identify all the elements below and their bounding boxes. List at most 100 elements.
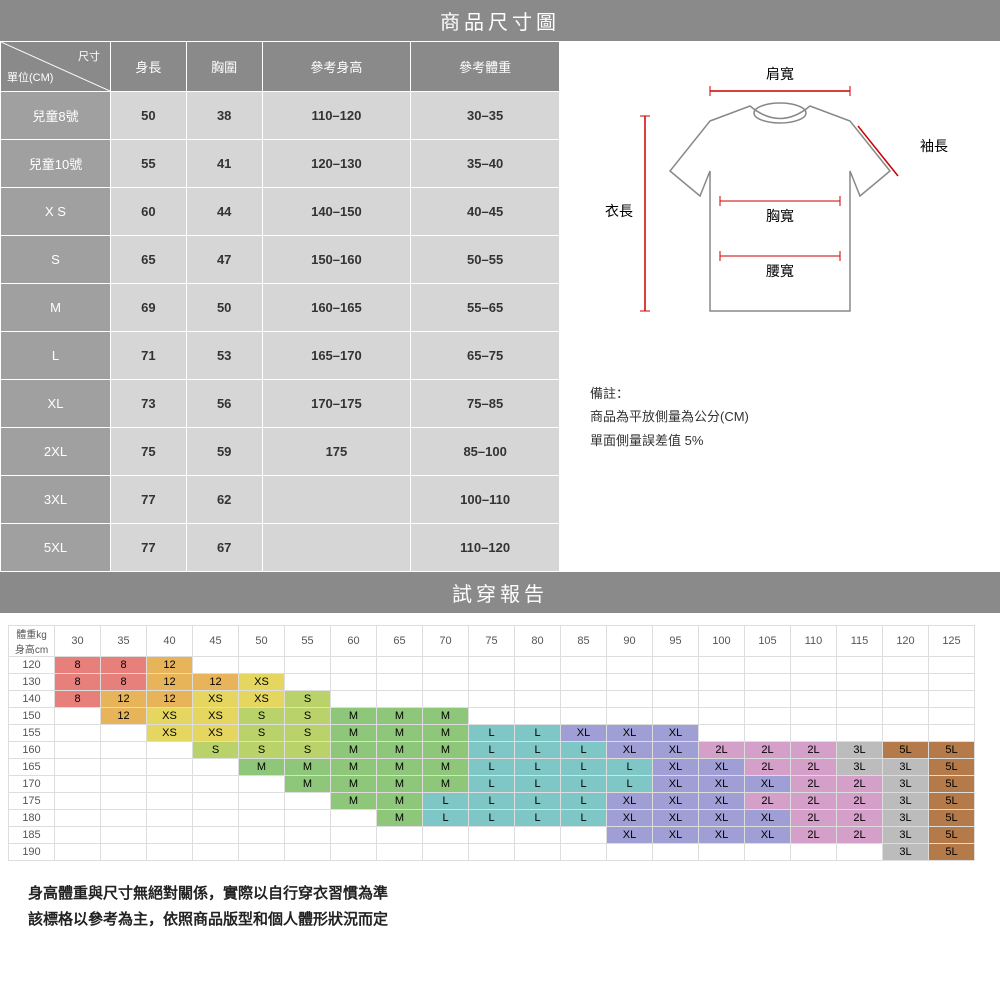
fit-cell xyxy=(883,725,929,742)
size-cell: 75–85 xyxy=(411,380,560,428)
axis-weight: 體重kg xyxy=(11,626,52,641)
fit-cell: 5L xyxy=(883,742,929,759)
fit-cell xyxy=(929,708,975,725)
fit-cell xyxy=(837,657,883,674)
fit-cell: 3L xyxy=(837,742,883,759)
fit-cell xyxy=(929,674,975,691)
fit-cell: L xyxy=(561,776,607,793)
fit-cell xyxy=(193,827,239,844)
fit-cell: M xyxy=(331,742,377,759)
weight-header: 45 xyxy=(193,626,239,657)
fit-cell xyxy=(837,674,883,691)
size-cell: 120–130 xyxy=(262,140,411,188)
fit-cell: L xyxy=(515,810,561,827)
fit-cell: XL xyxy=(607,725,653,742)
fit-cell xyxy=(331,827,377,844)
fit-cell: XL xyxy=(607,827,653,844)
fit-cell: 2L xyxy=(745,793,791,810)
size-cell: 50 xyxy=(111,92,187,140)
fit-cell xyxy=(607,657,653,674)
fit-cell: 2L xyxy=(837,776,883,793)
fit-cell xyxy=(377,657,423,674)
fit-cell xyxy=(561,657,607,674)
weight-header: 55 xyxy=(285,626,331,657)
fit-cell xyxy=(147,793,193,810)
fit-cell xyxy=(193,810,239,827)
height-header: 175 xyxy=(9,793,55,810)
fit-cell xyxy=(101,776,147,793)
label-waist: 腰寬 xyxy=(766,263,794,279)
fit-cell: S xyxy=(239,742,285,759)
fit-cell xyxy=(377,844,423,861)
fit-cell xyxy=(423,674,469,691)
fit-cell xyxy=(929,657,975,674)
fit-cell: S xyxy=(285,708,331,725)
fit-cell: M xyxy=(377,793,423,810)
fit-cell xyxy=(285,810,331,827)
fit-cell: 5L xyxy=(929,844,975,861)
fit-cell xyxy=(239,810,285,827)
fit-cell xyxy=(469,827,515,844)
fit-cell xyxy=(653,657,699,674)
fit-cell xyxy=(653,674,699,691)
fit-cell xyxy=(929,691,975,708)
fit-cell xyxy=(239,844,285,861)
fit-cell: 3L xyxy=(883,810,929,827)
fit-cell xyxy=(561,691,607,708)
fit-cell: L xyxy=(561,793,607,810)
fit-cell: 2L xyxy=(791,793,837,810)
fit-cell xyxy=(653,708,699,725)
fit-cell xyxy=(837,691,883,708)
fit-cell: XL xyxy=(745,810,791,827)
fit-cell: L xyxy=(515,725,561,742)
fit-cell xyxy=(423,844,469,861)
fit-cell xyxy=(699,657,745,674)
fit-cell: 12 xyxy=(147,657,193,674)
fit-cell: L xyxy=(561,810,607,827)
fit-cell: L xyxy=(469,742,515,759)
fit-cell: XL xyxy=(607,793,653,810)
fit-cell: 2L xyxy=(745,759,791,776)
fit-cell xyxy=(745,708,791,725)
fit-cell: 8 xyxy=(101,674,147,691)
fit-cell: XL xyxy=(561,725,607,742)
weight-header: 120 xyxy=(883,626,929,657)
fit-grid: 體重kg身高cm30354045505560657075808590951001… xyxy=(8,625,975,861)
fit-cell xyxy=(883,691,929,708)
fit-cell xyxy=(607,844,653,861)
fit-cell xyxy=(331,657,377,674)
fit-cell: M xyxy=(331,725,377,742)
fit-cell: M xyxy=(331,708,377,725)
fit-cell: 2L xyxy=(837,827,883,844)
fit-cell: 2L xyxy=(791,810,837,827)
fit-cell: L xyxy=(515,742,561,759)
fit-cell: 3L xyxy=(883,844,929,861)
fit-cell: M xyxy=(331,776,377,793)
height-header: 180 xyxy=(9,810,55,827)
fit-cell xyxy=(561,844,607,861)
fit-cell xyxy=(791,725,837,742)
fit-cell: M xyxy=(285,759,331,776)
height-header: 120 xyxy=(9,657,55,674)
fit-cell xyxy=(883,708,929,725)
size-row-label: S xyxy=(1,236,111,284)
fit-cell: 12 xyxy=(101,691,147,708)
fit-cell: 5L xyxy=(929,776,975,793)
fit-cell: XL xyxy=(745,827,791,844)
weight-header: 95 xyxy=(653,626,699,657)
fit-cell xyxy=(193,776,239,793)
fit-cell: M xyxy=(239,759,285,776)
fit-cell xyxy=(515,657,561,674)
label-shoulder: 肩寬 xyxy=(766,66,794,82)
fit-cell xyxy=(193,759,239,776)
size-col-header: 身長 xyxy=(111,42,187,92)
size-cell xyxy=(262,476,411,524)
fit-cell xyxy=(699,725,745,742)
fit-cell: L xyxy=(515,759,561,776)
fit-cell: S xyxy=(285,742,331,759)
fit-cell: 12 xyxy=(101,708,147,725)
size-cell: 35–40 xyxy=(411,140,560,188)
label-length: 衣長 xyxy=(605,203,633,219)
height-header: 190 xyxy=(9,844,55,861)
fit-cell: M xyxy=(377,776,423,793)
